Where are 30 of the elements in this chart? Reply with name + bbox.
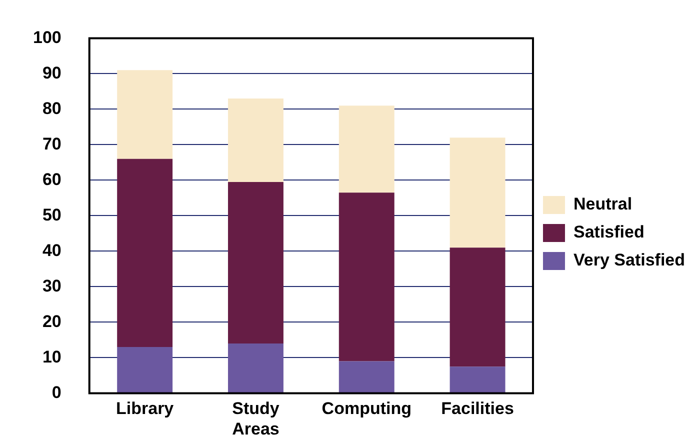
legend-label: Very Satisfied — [573, 250, 686, 270]
bar — [450, 138, 506, 248]
y-tick-label: 100 — [32, 28, 62, 47]
bar — [228, 98, 284, 182]
bar — [338, 361, 394, 393]
legend-label: Satisfied — [573, 222, 644, 242]
bar — [228, 182, 284, 344]
bar — [117, 347, 173, 393]
bar — [338, 106, 394, 193]
y-tick-label: 70 — [42, 134, 62, 154]
y-tick-label: 10 — [42, 347, 62, 366]
bar — [228, 344, 284, 393]
x-tick-label: Computing — [322, 399, 412, 418]
legend-label: Neutral — [573, 194, 632, 214]
bar — [117, 70, 173, 159]
y-tick-label: 20 — [42, 312, 62, 331]
y-tick-label: 40 — [42, 240, 62, 260]
y-tick-label: 50 — [42, 205, 62, 224]
y-tick-label: 80 — [42, 98, 62, 118]
y-tick-label: 0 — [52, 382, 62, 402]
bar — [338, 192, 394, 362]
x-tick-label: Facilities — [441, 399, 514, 418]
bar — [450, 366, 506, 393]
x-tick-label: Study Areas — [232, 399, 280, 438]
x-tick-label: Library — [116, 399, 174, 418]
y-tick-label: 30 — [42, 276, 62, 296]
bar — [450, 248, 506, 367]
y-tick-label: 60 — [42, 170, 62, 189]
bar — [117, 158, 173, 348]
y-tick-label: 90 — [42, 63, 62, 82]
